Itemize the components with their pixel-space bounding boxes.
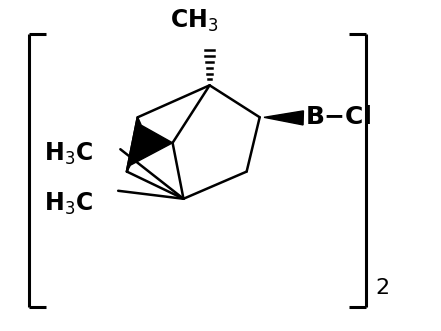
Text: H$_3$C: H$_3$C <box>44 190 93 217</box>
Text: B−Cl: B−Cl <box>306 105 372 129</box>
Text: CH$_3$: CH$_3$ <box>170 8 219 34</box>
Polygon shape <box>127 117 172 171</box>
Text: H$_3$C: H$_3$C <box>44 141 93 167</box>
Polygon shape <box>264 111 303 125</box>
Text: 2: 2 <box>375 278 389 298</box>
